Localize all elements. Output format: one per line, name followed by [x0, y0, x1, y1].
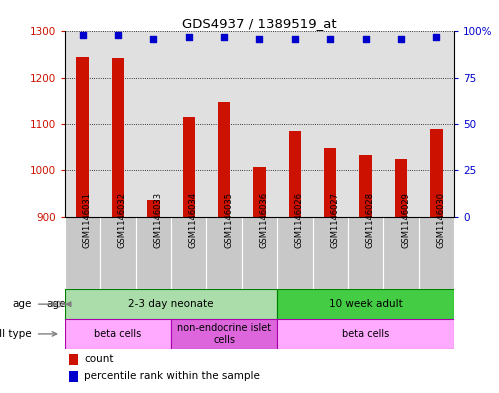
Bar [324, 148, 336, 217]
Point [185, 34, 193, 40]
Bar [277, 289, 454, 319]
Point [78, 32, 86, 38]
Text: count: count [84, 354, 114, 364]
Bar [359, 155, 372, 217]
Bar [277, 319, 454, 349]
Text: age: age [46, 299, 65, 309]
Text: beta cells: beta cells [342, 329, 389, 339]
Text: 2-3 day neonate: 2-3 day neonate [128, 299, 214, 309]
Bar [76, 57, 89, 217]
Bar [253, 167, 265, 217]
Bar [218, 102, 231, 217]
Text: GSM1146030: GSM1146030 [437, 192, 446, 248]
Text: percentile rank within the sample: percentile rank within the sample [84, 371, 260, 382]
Text: GSM1146028: GSM1146028 [366, 192, 375, 248]
Bar [69, 354, 78, 365]
Text: GSM1146035: GSM1146035 [224, 192, 233, 248]
Text: 10 week adult: 10 week adult [329, 299, 403, 309]
Text: beta cells: beta cells [94, 329, 142, 339]
Point [149, 36, 157, 42]
Text: GSM1146034: GSM1146034 [189, 192, 198, 248]
Bar [69, 371, 78, 382]
Text: GSM1146026: GSM1146026 [295, 192, 304, 248]
Point [220, 34, 228, 40]
Bar [183, 117, 195, 217]
Point [326, 36, 334, 42]
Point [397, 36, 405, 42]
Bar [288, 131, 301, 217]
Title: GDS4937 / 1389519_at: GDS4937 / 1389519_at [182, 17, 337, 30]
Bar [171, 319, 277, 349]
Text: cell type: cell type [0, 329, 32, 339]
Bar [65, 289, 277, 319]
Text: GSM1146027: GSM1146027 [330, 192, 339, 248]
Text: GSM1146033: GSM1146033 [153, 192, 162, 248]
Bar [147, 200, 160, 217]
Bar [65, 319, 171, 349]
Point [291, 36, 299, 42]
Text: GSM1146036: GSM1146036 [259, 192, 268, 248]
Text: GSM1146029: GSM1146029 [401, 192, 410, 248]
Point [255, 36, 263, 42]
Point [114, 32, 122, 38]
Text: GSM1146032: GSM1146032 [118, 192, 127, 248]
Text: age: age [12, 299, 32, 309]
Point [362, 36, 370, 42]
Point [433, 34, 441, 40]
Text: GSM1146031: GSM1146031 [82, 192, 91, 248]
Bar [395, 159, 407, 217]
Bar [430, 129, 443, 217]
Bar [112, 58, 124, 217]
Text: non-endocrine islet
cells: non-endocrine islet cells [177, 323, 271, 345]
